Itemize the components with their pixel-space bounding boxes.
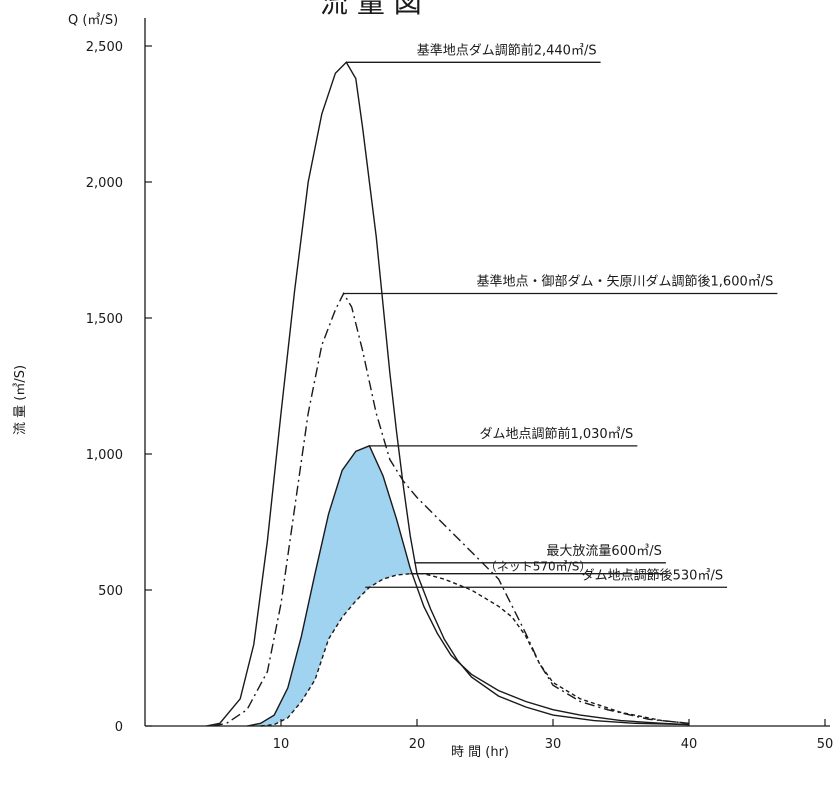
shaded-storage-area: [253, 445, 412, 726]
y-axis-label: 流 量 (㎥/S): [13, 365, 28, 435]
annotation-label: 基準地点ダム調節前2,440㎥/S: [417, 42, 597, 58]
annotation-label: 最大放流量600㎥/S: [546, 544, 661, 559]
annotation-label: 基準地点・御部ダム・矢原川ダム調節後1,600㎥/S: [477, 274, 774, 290]
y-tick-label: 1,500: [86, 312, 123, 327]
annotation-label: ダム地点調節後530㎥/S: [582, 568, 723, 583]
y-tick-label: 2,000: [86, 176, 123, 191]
series-line-dam-before: [246, 444, 690, 727]
series-line-dam-after: [260, 573, 690, 727]
annotation-label: （ネット570㎥/S）: [485, 560, 592, 574]
y-unit-label: Q (㎥/S): [68, 13, 118, 28]
y-tick-label: 500: [98, 584, 123, 599]
y-tick-label: 1,000: [86, 448, 123, 463]
chart-title: 流 量 図: [320, 0, 422, 19]
series-line-kijun-after: [212, 292, 690, 727]
x-tick-label: 10: [273, 737, 290, 752]
annotation-label: ダム地点調節前1,030㎥/S: [479, 426, 633, 442]
x-tick-label: 20: [409, 737, 426, 752]
x-tick-label: 30: [545, 737, 562, 752]
y-tick-label: 0: [115, 720, 123, 735]
series-line-kijun-before: [206, 61, 690, 727]
y-tick-label: 2,500: [86, 40, 123, 55]
x-tick-label: 40: [681, 737, 698, 752]
x-axis-label: 時 間 (hr): [451, 745, 509, 760]
x-tick-label: 50: [817, 737, 834, 752]
